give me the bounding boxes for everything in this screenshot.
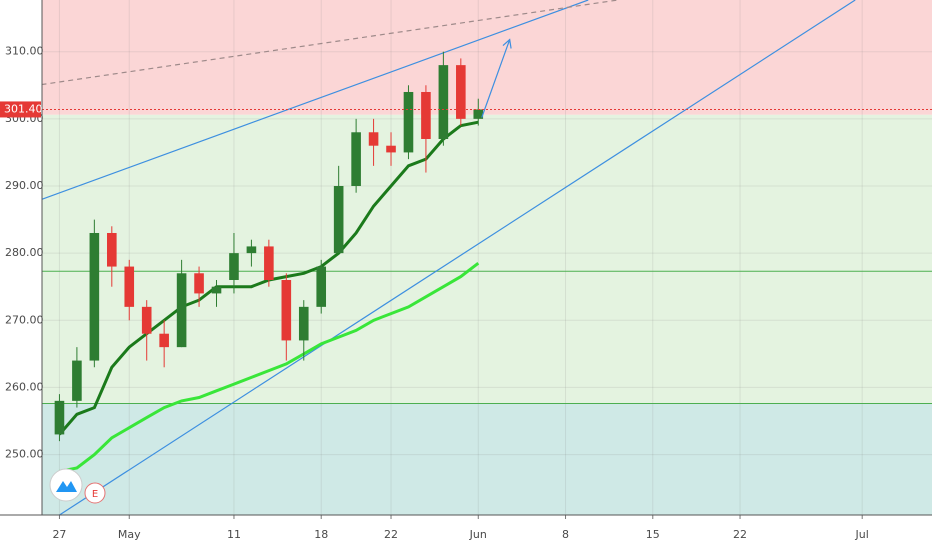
candle-body: [438, 65, 449, 139]
candle-body: [107, 232, 117, 267]
candle-body: [72, 360, 82, 401]
candle-body: [421, 91, 431, 139]
zone: [42, 114, 932, 404]
candle-body: [89, 232, 100, 361]
candle-body: [281, 279, 292, 341]
x-tick-label: 22: [733, 528, 747, 541]
y-tick-label: 310.00: [5, 45, 44, 58]
last-price-box: [0, 101, 41, 118]
candle-body: [194, 273, 204, 294]
candle-body: [456, 65, 466, 119]
y-tick-label: 270.00: [5, 313, 44, 326]
candle-body: [403, 91, 414, 153]
x-tick-label: Jul: [855, 528, 869, 541]
x-tick-label: 27: [52, 528, 66, 541]
x-tick-label: 18: [314, 528, 328, 541]
last-price-label: 301.40: [4, 102, 43, 115]
arrow-shaft: [481, 39, 511, 118]
candle-body: [176, 273, 187, 348]
candle-body: [124, 266, 135, 307]
y-tick-label: 280.00: [5, 246, 44, 259]
earnings-marker: E: [92, 489, 98, 500]
candle-body: [368, 132, 379, 146]
x-tick-label: 22: [384, 528, 398, 541]
trend-line: [42, 0, 618, 86]
logo-icon[interactable]: [49, 468, 83, 502]
zone: [42, 0, 932, 115]
candle-body: [333, 185, 344, 254]
y-tick-label: 290.00: [5, 179, 44, 192]
candle-body: [159, 333, 169, 348]
candle-body: [229, 253, 239, 280]
x-tick-label: Jun: [469, 528, 487, 541]
x-tick-label: 15: [646, 528, 660, 541]
x-tick-label: May: [118, 528, 141, 541]
candle-body: [386, 145, 396, 153]
arrow-head: [502, 38, 512, 49]
y-tick-label: 260.00: [5, 380, 44, 393]
candle-body: [246, 246, 257, 254]
candle-body: [141, 306, 152, 334]
plot-area: [42, 0, 932, 515]
candle-body: [54, 400, 65, 435]
candle-body: [351, 132, 361, 186]
candle-body: [211, 286, 222, 294]
trend-line: [59, 0, 856, 515]
candle-body: [316, 266, 327, 307]
earnings-icon[interactable]: [84, 482, 106, 504]
logo-mark: [56, 481, 77, 492]
x-tick-label: 8: [562, 528, 569, 541]
candle-body: [473, 109, 484, 119]
y-tick-label: 250.00: [5, 448, 44, 461]
zone: [42, 403, 932, 515]
moving-average: [59, 262, 480, 473]
trend-line: [42, 0, 589, 200]
candle-body: [298, 306, 309, 341]
x-tick-label: 11: [227, 528, 241, 541]
candle-body: [264, 246, 274, 280]
